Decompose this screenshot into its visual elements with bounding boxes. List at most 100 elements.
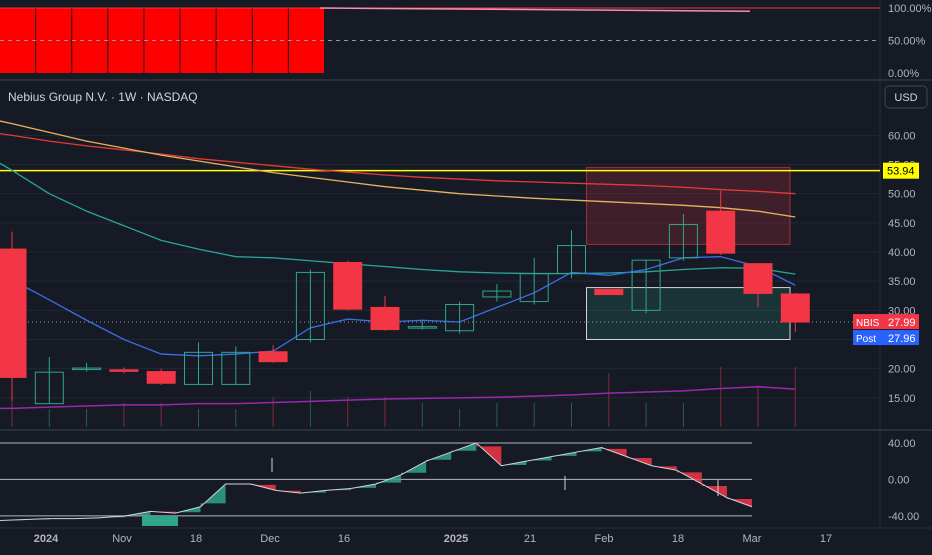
price-axis-tick: 15.00 bbox=[888, 393, 916, 405]
price-axis-tick: 20.00 bbox=[888, 364, 916, 376]
time-axis-tick: 2025 bbox=[444, 533, 468, 545]
zones-layer bbox=[0, 166, 880, 341]
candle bbox=[109, 367, 139, 374]
candle bbox=[370, 295, 400, 331]
candle bbox=[184, 342, 213, 385]
top-axis-tick: 50.00% bbox=[888, 36, 926, 48]
resistance-badge bbox=[883, 162, 919, 179]
candle bbox=[295, 269, 325, 343]
candle-body bbox=[668, 224, 698, 259]
candle-body bbox=[594, 288, 624, 296]
candle bbox=[407, 320, 437, 330]
volume-ma-line bbox=[0, 385, 796, 410]
time-axis: 2024 Nov 18 Dec 16 2025 21 Feb 18 Mar 17 bbox=[34, 533, 832, 545]
candle bbox=[0, 231, 27, 401]
volume-layer bbox=[0, 367, 796, 427]
candle bbox=[333, 260, 363, 311]
top-axis-tick: 100.00% bbox=[888, 3, 932, 15]
post-name-label: Post bbox=[856, 334, 876, 345]
currency-label: USD bbox=[894, 92, 917, 104]
time-axis-tick: 17 bbox=[820, 533, 832, 545]
candle bbox=[34, 357, 64, 405]
osc-axis-tick: -40.00 bbox=[888, 511, 919, 523]
osc-area-segment bbox=[125, 511, 151, 516]
candle bbox=[482, 284, 512, 302]
nbis-price-label: 27.99 bbox=[888, 317, 916, 329]
candle-body bbox=[780, 293, 810, 323]
sma-slow-red-line bbox=[0, 132, 796, 195]
time-axis-tick: Mar bbox=[743, 533, 762, 545]
nbis-price-badge bbox=[883, 314, 919, 330]
candle-body bbox=[72, 367, 102, 371]
resistance-badge-label: 53.94 bbox=[887, 166, 915, 178]
osc-axis-tick: 0.00 bbox=[888, 474, 909, 486]
time-axis-tick: Feb bbox=[595, 533, 614, 545]
candle-body bbox=[706, 210, 736, 254]
candle bbox=[221, 346, 251, 385]
candle-body bbox=[743, 263, 773, 294]
osc-bottom-marker bbox=[142, 516, 178, 526]
candle-body bbox=[221, 351, 251, 385]
time-axis-tick: Nov bbox=[112, 533, 132, 545]
candle bbox=[519, 257, 549, 305]
candle bbox=[706, 190, 736, 255]
price-axis-tick: 50.00 bbox=[888, 189, 916, 201]
candle bbox=[258, 345, 288, 363]
top-axis-tick: 0.00% bbox=[888, 68, 919, 80]
price-axis-tick: 45.00 bbox=[888, 218, 916, 230]
post-price-label: 27.96 bbox=[888, 333, 916, 345]
candle-body bbox=[0, 248, 27, 378]
candle-body bbox=[333, 262, 363, 310]
candle bbox=[557, 230, 586, 279]
time-axis-tick: Dec bbox=[260, 533, 280, 545]
post-price-badge bbox=[883, 330, 919, 346]
candle-body bbox=[370, 306, 400, 331]
candle-body bbox=[482, 290, 512, 298]
price-axis-tick: 40.00 bbox=[888, 247, 916, 259]
oscillator-axis: 40.00 0.00 -40.00 bbox=[888, 438, 919, 523]
oscillator-panel bbox=[0, 442, 753, 526]
nbis-name-label: NBIS bbox=[856, 318, 880, 329]
moving-averages-layer bbox=[0, 120, 796, 357]
candle bbox=[72, 362, 102, 372]
candle-body bbox=[407, 326, 437, 329]
candle-body bbox=[184, 351, 213, 385]
candle-body bbox=[445, 304, 475, 332]
demand-zone bbox=[586, 287, 791, 341]
candle-body bbox=[109, 369, 139, 372]
time-axis-tick: 2024 bbox=[34, 533, 59, 545]
nbis-name-badge bbox=[853, 314, 883, 330]
candle bbox=[146, 368, 176, 385]
sma-mid-line bbox=[0, 162, 796, 275]
price-axis: 60.0055.0050.0045.0040.0035.0030.0025.00… bbox=[853, 130, 919, 405]
candle-body bbox=[258, 351, 288, 363]
price-axis-tick: 60.00 bbox=[888, 130, 916, 142]
time-axis-tick: 21 bbox=[524, 533, 536, 545]
candle-body bbox=[519, 273, 549, 303]
sma-slow-orange-line bbox=[0, 120, 796, 218]
top-indicator-panel bbox=[0, 7, 880, 73]
chart-title: Nebius Group N.V. · 1W · NASDAQ bbox=[8, 90, 198, 104]
post-name-badge bbox=[853, 330, 883, 346]
top-indicator-axis: 100.00% 50.00% 0.00% bbox=[888, 3, 932, 80]
candle bbox=[743, 263, 773, 308]
osc-axis-tick: 40.00 bbox=[888, 438, 916, 450]
candle-body bbox=[557, 245, 586, 275]
candles-layer bbox=[0, 190, 810, 405]
top-indicator-trend bbox=[319, 7, 751, 12]
currency-button[interactable]: USD bbox=[884, 85, 928, 109]
candle-body bbox=[146, 371, 176, 384]
candle bbox=[631, 259, 661, 314]
time-axis-tick: 18 bbox=[190, 533, 202, 545]
candle bbox=[780, 292, 810, 332]
time-axis-tick: 16 bbox=[338, 533, 350, 545]
time-axis-tick: 18 bbox=[672, 533, 684, 545]
candle bbox=[594, 288, 624, 296]
candle bbox=[668, 214, 698, 261]
candle-body bbox=[295, 271, 325, 340]
price-axis-tick: 35.00 bbox=[888, 276, 916, 288]
candle-body bbox=[631, 259, 661, 311]
